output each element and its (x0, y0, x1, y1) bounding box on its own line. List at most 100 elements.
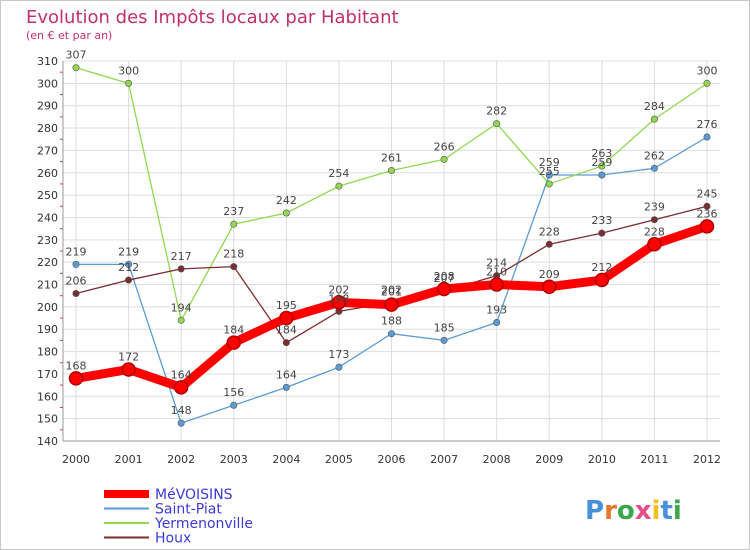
chart-title: Evolution des Impôts locaux par Habitant (26, 7, 399, 28)
data-point (436, 281, 452, 297)
data-label: 228 (539, 225, 560, 238)
data-point (125, 79, 133, 87)
series-group (68, 64, 715, 427)
y-tick-label: 290 (37, 100, 58, 113)
data-point (226, 335, 241, 350)
y-tick-label: 150 (37, 413, 58, 426)
y-tick-label: 250 (37, 189, 58, 202)
logo-text: Proxiti (585, 496, 682, 526)
data-label: 172 (118, 350, 139, 363)
data-point (230, 263, 238, 271)
data-point (647, 237, 662, 252)
data-label: 217 (171, 250, 192, 263)
legend-label: Yermenonville (154, 516, 253, 532)
data-label: 219 (118, 245, 139, 258)
data-label: 208 (434, 270, 455, 283)
data-point (384, 297, 399, 312)
data-point (703, 133, 711, 141)
data-point (173, 380, 189, 395)
data-label: 164 (171, 368, 192, 381)
data-point (68, 371, 84, 386)
data-label: 266 (434, 140, 455, 153)
data-label: 276 (697, 118, 718, 131)
data-label: 212 (591, 261, 612, 274)
data-point (493, 319, 501, 327)
y-tick-label: 280 (37, 122, 58, 135)
data-label: 219 (66, 245, 87, 258)
data-point (440, 336, 448, 344)
data-point (282, 339, 290, 347)
y-tick-label: 170 (37, 368, 58, 381)
data-label: 202 (381, 283, 402, 296)
legend-label: Houx (155, 531, 191, 547)
data-point (177, 265, 185, 273)
data-label: 185 (434, 321, 455, 334)
data-point (331, 295, 347, 310)
data-label: 239 (644, 201, 665, 214)
data-point (545, 180, 553, 188)
data-label: 262 (644, 149, 665, 162)
data-point (177, 419, 185, 427)
axes: 140 150 160 170 180 190 200 210 220 230 240 250 260 2… (37, 55, 721, 466)
data-point (335, 182, 343, 190)
data-label: 194 (171, 301, 192, 314)
data-point (282, 383, 290, 391)
data-label: 206 (66, 274, 87, 287)
data-label: 201 (381, 286, 402, 299)
data-label: 184 (223, 324, 244, 337)
y-tick-label: 310 (37, 55, 58, 68)
data-label: 263 (591, 147, 612, 160)
data-label: 212 (118, 261, 139, 274)
data-labels: 219 219 148 156 164 173 188 185 193 259 259 262 276 3… (66, 49, 718, 417)
data-point (703, 202, 711, 210)
legend-label: Saint-Piat (155, 502, 222, 518)
data-point (598, 171, 606, 179)
x-tick-label: 2010 (588, 453, 616, 466)
data-label: 259 (591, 156, 612, 169)
data-label: 282 (486, 105, 507, 118)
data-point (542, 279, 557, 295)
data-point (230, 220, 238, 228)
x-tick-label: 2006 (378, 453, 406, 466)
data-label: 307 (66, 49, 87, 62)
data-label: 236 (697, 207, 718, 220)
x-tick-label: 2004 (272, 453, 300, 466)
data-point (121, 362, 136, 377)
data-point (72, 289, 80, 297)
data-label: 148 (171, 404, 192, 417)
data-label: 195 (276, 299, 297, 312)
data-point (703, 79, 711, 87)
y-tick-label: 210 (37, 279, 58, 292)
y-tick-label: 230 (37, 234, 58, 247)
data-label: 168 (66, 359, 87, 372)
x-tick-label: 2002 (167, 453, 195, 466)
data-point (493, 120, 501, 128)
data-label: 254 (328, 167, 349, 180)
data-label: 228 (644, 225, 665, 238)
data-label: 164 (276, 368, 297, 381)
x-tick-label: 2005 (325, 453, 353, 466)
x-tick-label: 2001 (115, 453, 143, 466)
data-point (545, 240, 553, 248)
data-label: 218 (223, 248, 244, 261)
y-tick-label: 220 (37, 256, 58, 269)
data-point (387, 167, 395, 175)
data-label: 188 (381, 315, 402, 328)
data-point (177, 316, 185, 324)
data-label: 255 (539, 165, 560, 178)
data-point (125, 260, 133, 268)
data-point (489, 277, 504, 292)
legend-label: MéVOISINS (155, 487, 233, 503)
data-label: 173 (328, 348, 349, 361)
y-tick-label: 140 (37, 435, 58, 448)
data-label: 233 (591, 214, 612, 227)
data-label: 202 (328, 283, 349, 296)
data-point (279, 310, 294, 326)
proxiti-logo: Proxiti (585, 496, 682, 526)
x-tick-label: 2011 (640, 453, 668, 466)
y-tick-label: 200 (37, 301, 58, 314)
data-point (282, 209, 290, 217)
data-point (387, 330, 395, 338)
